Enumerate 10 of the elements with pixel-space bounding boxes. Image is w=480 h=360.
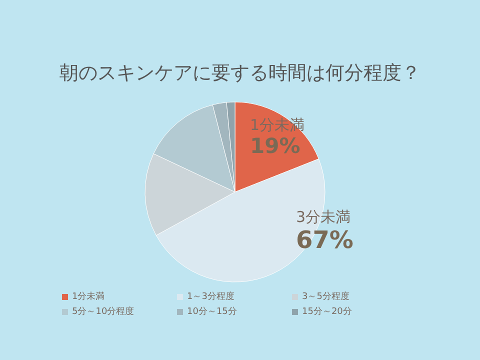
- legend-label: 15分～20分: [302, 306, 352, 318]
- legend-label: 5分～10分程度: [72, 306, 134, 318]
- text: 67%: [296, 226, 354, 254]
- legend-label: 10分～15分: [187, 306, 237, 318]
- text: 3分未満: [296, 208, 351, 227]
- legend-label: 3～5分程度: [302, 290, 350, 303]
- chart-title: 朝のスキンケアに要する時間は何分程度？: [58, 61, 422, 86]
- legend-label: 1分未満: [72, 290, 105, 303]
- text: 19%: [250, 134, 300, 158]
- legend-label: 1～3分程度: [187, 290, 234, 303]
